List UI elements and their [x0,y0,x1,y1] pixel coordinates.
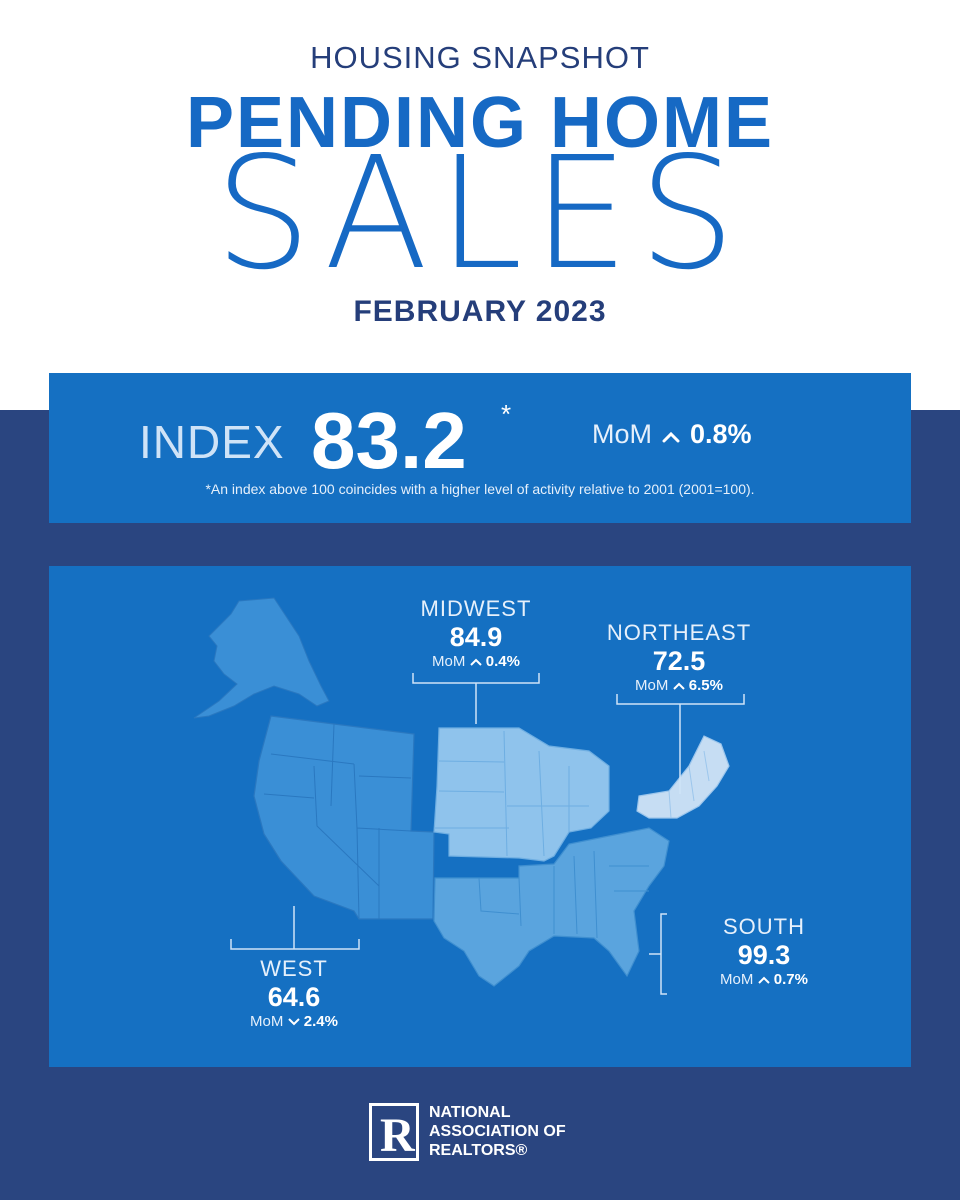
northeast-region-shape [636,735,730,819]
index-label: INDEX [139,416,285,468]
realtor-r-icon: R [369,1103,419,1162]
header-area: HOUSING SNAPSHOT PENDING HOME SALES FEBR… [0,0,960,410]
region-northeast: NORTHEAST 72.5 MoM 6.5% [584,620,774,694]
region-value: 99.3 [737,940,791,970]
chevron-down-icon [287,1013,300,1030]
page-title-line1: PENDING HOME [185,83,775,163]
chevron-up-icon [757,971,770,988]
nar-logo: R NATIONAL ASSOCIATION OF REALTORS® [369,1103,599,1163]
region-south: SOUTH 99.3 MoM 0.7% [669,914,859,988]
index-asterisk: * [501,399,512,429]
region-west: WEST 64.6 MoM 2.4% [199,956,389,1030]
region-mom: MoM 6.5% [635,677,723,694]
report-period: FEBRUARY 2023 [353,295,607,328]
leader-lines [230,673,745,995]
eyebrow-title: HOUSING SNAPSHOT [310,40,650,75]
west-region-shape [253,715,435,920]
region-midwest: MIDWEST 84.9 MoM 0.4% [381,596,571,670]
chevron-up-icon [662,419,680,450]
mom-label: MoM [592,419,652,449]
mom-value: 0.8% [690,419,752,449]
page-title-line2: SALES [214,123,746,304]
chevron-up-icon [469,653,482,670]
region-value: 64.6 [267,982,321,1012]
alaska-shape [193,597,330,719]
region-mom: MoM 0.7% [720,971,808,988]
index-mom: MoM 0.8% [592,419,752,450]
region-name: NORTHEAST [606,620,752,645]
south-region-shape [433,827,670,987]
index-card: INDEX 83.2 * MoM 0.8% *An index above 10… [49,373,911,523]
region-mom: MoM 0.4% [432,653,520,670]
logo-wordmark: NATIONAL ASSOCIATION OF REALTORS® [429,1104,566,1159]
region-name: SOUTH [723,914,805,939]
index-footnote: *An index above 100 coincides with a hig… [205,481,755,497]
chevron-up-icon [672,677,685,694]
index-value: 83.2 [311,396,467,485]
region-name: MIDWEST [420,596,532,621]
region-mom: MoM 2.4% [250,1013,338,1030]
regional-map-card: MIDWEST 84.9 MoM 0.4% NORTHEAST 72.5 MoM… [49,566,911,1067]
region-value: 72.5 [652,646,706,676]
region-value: 84.9 [449,622,503,652]
us-regions-map [193,597,745,995]
region-name: WEST [260,956,328,981]
